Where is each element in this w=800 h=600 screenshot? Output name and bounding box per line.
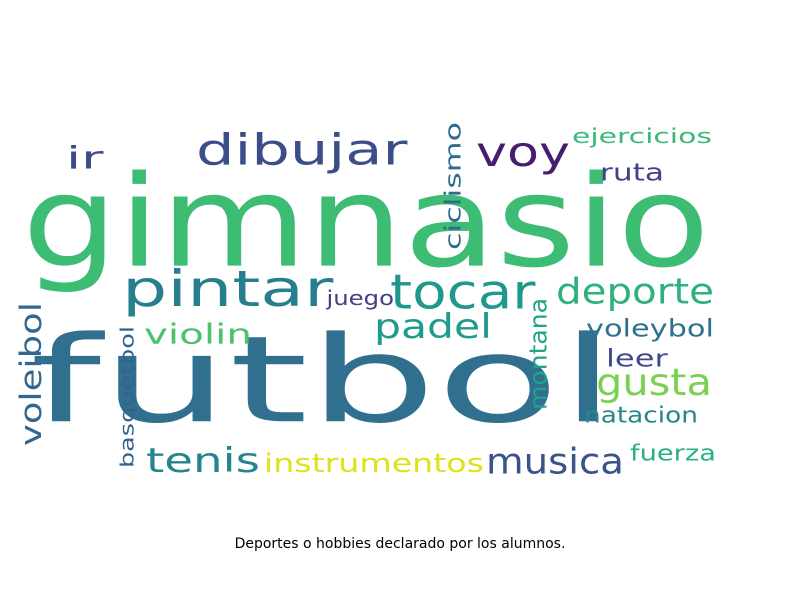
word-leer: leer bbox=[606, 344, 668, 372]
word-basquetbol: basquetbol bbox=[117, 326, 139, 468]
word-violin: violin bbox=[144, 319, 252, 351]
word-tocar: tocar bbox=[390, 265, 536, 321]
word-gusta: gusta bbox=[596, 361, 712, 405]
word-instrumentos: instrumentos bbox=[264, 448, 484, 478]
word-deporte: deporte bbox=[556, 271, 714, 312]
word-ejercicios: ejercicios bbox=[572, 125, 712, 149]
chart-caption: Deportes o hobbies declarado por los alu… bbox=[234, 536, 566, 552]
word-tenis: tenis bbox=[146, 440, 260, 480]
word-fuerza: fuerza bbox=[630, 440, 716, 466]
word-montana: montana bbox=[524, 298, 552, 410]
word-futbol: futbol bbox=[30, 311, 616, 450]
word-ir: ir bbox=[66, 141, 105, 176]
word-voy: voy bbox=[476, 129, 570, 177]
word-natacion: natacion bbox=[584, 402, 698, 428]
word-ruta: ruta bbox=[600, 158, 664, 186]
word-juego: juego bbox=[325, 287, 394, 311]
word-dibujar: dibujar bbox=[196, 126, 408, 176]
word-musica: musica bbox=[486, 440, 624, 482]
word-ciclismo: ciclismo bbox=[441, 122, 466, 250]
word-padel: padel bbox=[374, 307, 492, 347]
word-voleibol: voleibol bbox=[14, 302, 48, 446]
word-gimnasio: gimnasio bbox=[22, 149, 710, 296]
word-pintar: pintar bbox=[122, 261, 334, 318]
word-voleybol: voleybol bbox=[586, 315, 714, 342]
